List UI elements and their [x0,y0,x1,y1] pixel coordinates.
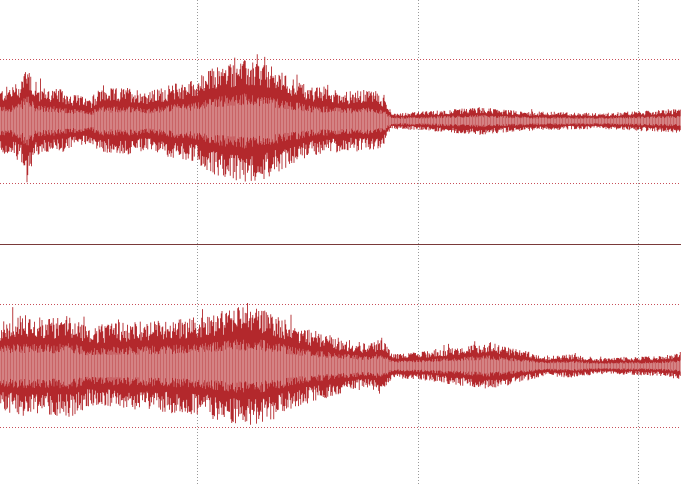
waveform-core [0,339,681,393]
channel-right [0,303,681,425]
channel-left [0,54,681,183]
waveform-core [0,93,681,149]
